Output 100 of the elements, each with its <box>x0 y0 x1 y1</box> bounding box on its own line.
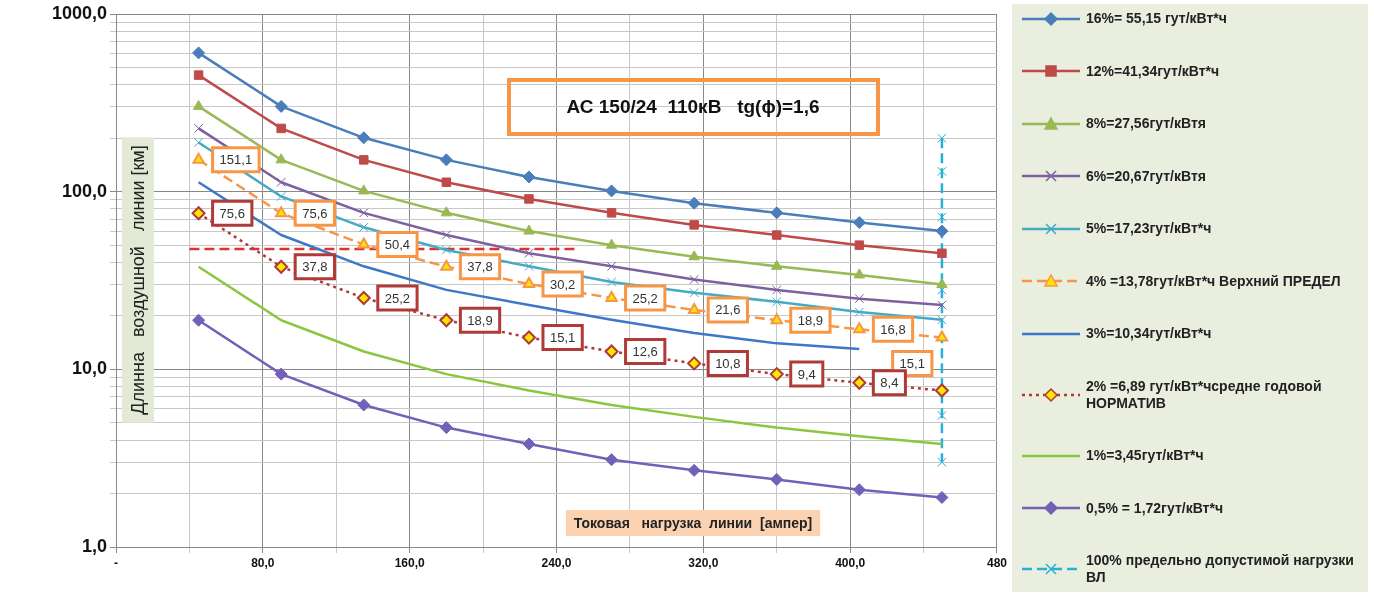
point <box>772 285 782 295</box>
legend-label: 5%=17,23гут/кВт*ч <box>1086 220 1213 237</box>
point <box>853 268 866 279</box>
point <box>853 322 866 334</box>
data-label: 50,4 <box>384 237 411 253</box>
point <box>689 274 699 285</box>
point <box>937 212 947 222</box>
data-label: 75,6 <box>302 205 328 221</box>
point <box>770 206 784 220</box>
point <box>274 99 288 113</box>
point <box>937 300 947 310</box>
data-label: 18,9 <box>797 312 824 328</box>
point <box>193 123 204 134</box>
legend-label: 4% =13,78гут/кВт*ч Верхний ПРЕДЕЛ <box>1086 272 1342 290</box>
point <box>852 375 867 390</box>
data-label: 16,8 <box>880 321 906 337</box>
legend-label: 8%=27,56гут/кВтя <box>1086 115 1207 132</box>
point <box>274 367 288 381</box>
point <box>605 453 619 467</box>
legend-label: 3%=10,34гут/кВт*ч <box>1086 325 1213 342</box>
point <box>852 483 866 497</box>
y-tick-label: 1000,0 <box>51 2 107 23</box>
point <box>937 315 947 325</box>
data-label: 18,9 <box>467 312 493 328</box>
x-tick-label: - <box>114 555 118 570</box>
point <box>274 259 289 274</box>
point <box>192 152 205 164</box>
point <box>937 457 947 467</box>
data-label: 37,8 <box>302 259 328 275</box>
x-tick-label: 240,0 <box>541 555 572 570</box>
point <box>689 220 699 230</box>
point <box>357 131 371 145</box>
point <box>524 194 534 204</box>
legend-label: 6%=20,67гут/кВтя <box>1086 167 1207 185</box>
point <box>937 133 947 143</box>
y-tick-label: 1,0 <box>81 535 107 556</box>
point <box>440 206 453 217</box>
x-tick-label: 320,0 <box>688 555 719 570</box>
x-axis-title: Токовая нагрузка линии [ампер] <box>573 514 813 531</box>
legend-label: 0,5% = 1,72гут/кВт*ч <box>1086 499 1224 517</box>
point <box>606 208 617 218</box>
point <box>522 170 536 184</box>
x-tick-label: 400,0 <box>835 555 866 570</box>
data-label: 75,6 <box>219 205 245 221</box>
point <box>854 240 865 250</box>
point <box>935 224 949 238</box>
point <box>854 293 865 304</box>
point <box>769 367 784 382</box>
data-label: 15,1 <box>899 356 925 372</box>
data-label: 15,1 <box>549 330 576 346</box>
point <box>605 291 618 303</box>
data-label: 25,2 <box>632 290 658 306</box>
point <box>770 313 783 325</box>
point <box>439 421 453 435</box>
legend-label: 1%=3,45гут/кВт*ч <box>1086 447 1205 464</box>
point <box>604 344 619 359</box>
point <box>937 166 947 177</box>
point <box>770 472 784 486</box>
point <box>359 155 369 165</box>
point <box>935 490 949 504</box>
point <box>356 291 371 306</box>
point <box>605 184 619 198</box>
point <box>359 222 369 233</box>
data-label: 9,4 <box>797 366 816 382</box>
point <box>522 437 536 451</box>
point <box>854 307 865 317</box>
data-label: 37,8 <box>467 259 493 275</box>
data-label: 12,6 <box>632 344 658 360</box>
data-label: 151,1 <box>219 152 253 168</box>
point <box>524 248 534 259</box>
point <box>276 123 286 134</box>
point <box>192 46 206 60</box>
point <box>357 398 371 412</box>
point <box>687 463 701 477</box>
point <box>275 153 287 164</box>
point <box>357 237 370 249</box>
data-label: 21,6 <box>715 302 741 318</box>
point <box>935 330 949 342</box>
point <box>276 177 286 187</box>
legend-label: 100% предельно допустимой нагрузки ВЛ <box>1086 552 1355 586</box>
point <box>605 238 618 249</box>
point <box>772 297 782 307</box>
point <box>440 259 453 271</box>
point <box>937 285 947 295</box>
data-label: 25,2 <box>384 290 411 306</box>
point <box>193 70 204 80</box>
point <box>192 313 206 327</box>
point <box>772 230 782 240</box>
point <box>606 261 617 272</box>
y-tick-label: 100,0 <box>61 180 107 201</box>
point <box>687 302 701 314</box>
point <box>521 330 536 345</box>
point <box>441 230 452 240</box>
point <box>274 206 288 218</box>
point <box>524 261 534 272</box>
legend-label: 12%=41,34гут/кВт*ч <box>1086 62 1221 80</box>
point <box>192 99 205 110</box>
data-label: 30,2 <box>549 276 576 292</box>
point <box>441 245 452 255</box>
point <box>606 277 617 287</box>
